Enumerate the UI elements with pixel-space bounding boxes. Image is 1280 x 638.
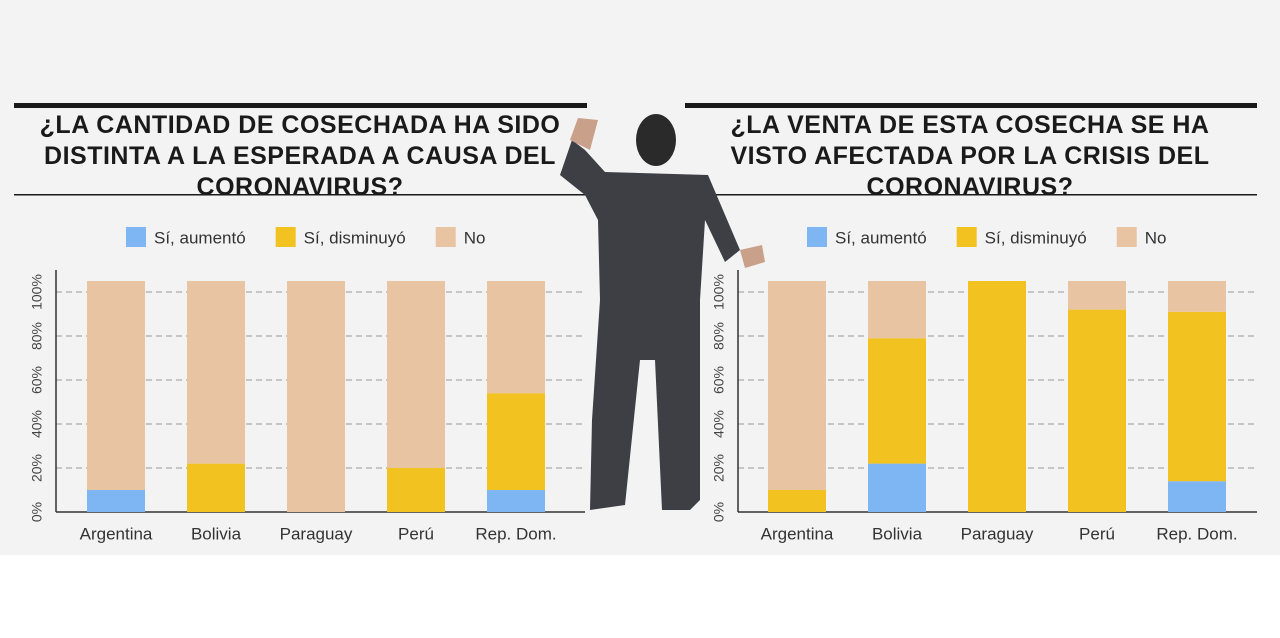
x-tick-label: Argentina (80, 524, 153, 543)
y-tick-label: 0% (711, 502, 727, 522)
bar-segment (387, 281, 445, 468)
x-tick-label: Bolivia (191, 524, 242, 543)
legend-label: Sí, disminuyó (304, 228, 406, 247)
bar-segment (1068, 309, 1126, 512)
chart-title: ¿LA VENTA DE ESTA COSECHA SE HA VISTO AF… (730, 111, 1210, 201)
y-tick-label: 60% (711, 366, 727, 394)
y-tick-label: 100% (29, 274, 45, 310)
legend-label: No (1145, 228, 1167, 247)
x-tick-label: Paraguay (280, 524, 353, 543)
title-rule (685, 103, 1257, 108)
legend-swatch (275, 227, 296, 247)
x-tick-label: Paraguay (961, 524, 1034, 543)
legend-swatch (1116, 227, 1137, 247)
bar-segment (387, 468, 445, 512)
legend-label: Sí, disminuyó (985, 228, 1087, 247)
bar-segment (768, 490, 826, 512)
x-tick-label: Perú (398, 524, 434, 543)
bar-segment (1168, 281, 1226, 312)
y-tick-label: 20% (29, 454, 45, 482)
x-tick-label: Rep. Dom. (1156, 524, 1237, 543)
bar-segment (287, 281, 345, 512)
x-tick-label: Perú (1079, 524, 1115, 543)
y-tick-label: 60% (29, 366, 45, 394)
bar-segment (868, 281, 926, 339)
legend-swatch (956, 227, 977, 247)
title-rule (14, 194, 587, 196)
y-tick-label: 80% (29, 322, 45, 350)
bar-segment (1168, 311, 1226, 482)
legend-swatch (435, 227, 456, 247)
x-tick-label: Argentina (761, 524, 834, 543)
title-rule (685, 194, 1257, 196)
bar-segment (487, 393, 545, 490)
bar-segment (768, 281, 826, 490)
legend-swatch (126, 227, 146, 247)
y-tick-label: 0% (29, 502, 45, 522)
bar-segment (187, 463, 245, 512)
y-tick-label: 20% (711, 454, 727, 482)
chart-title: ¿LA CANTIDAD DE COSECHADA HA SIDO DISTIN… (39, 111, 561, 201)
bar-segment (1168, 481, 1226, 512)
bar-segment (868, 338, 926, 464)
person-illustration (560, 114, 765, 510)
legend-swatch (807, 227, 827, 247)
bar-segment (487, 490, 545, 512)
y-tick-label: 100% (711, 274, 727, 310)
y-tick-label: 40% (711, 410, 727, 438)
legend-label: Sí, aumentó (835, 228, 927, 247)
bar-segment (487, 281, 545, 394)
x-tick-label: Rep. Dom. (475, 524, 556, 543)
legend-label: No (464, 228, 486, 247)
bar-segment (968, 281, 1026, 512)
bar-segment (187, 281, 245, 464)
bar-segment (1068, 281, 1126, 310)
bar-segment (868, 463, 926, 512)
y-tick-label: 80% (711, 322, 727, 350)
bar-segment (87, 490, 145, 512)
legend-label: Sí, aumentó (154, 228, 246, 247)
title-rule (14, 103, 587, 108)
x-tick-label: Bolivia (872, 524, 923, 543)
bar-segment (87, 281, 145, 490)
y-tick-label: 40% (29, 410, 45, 438)
